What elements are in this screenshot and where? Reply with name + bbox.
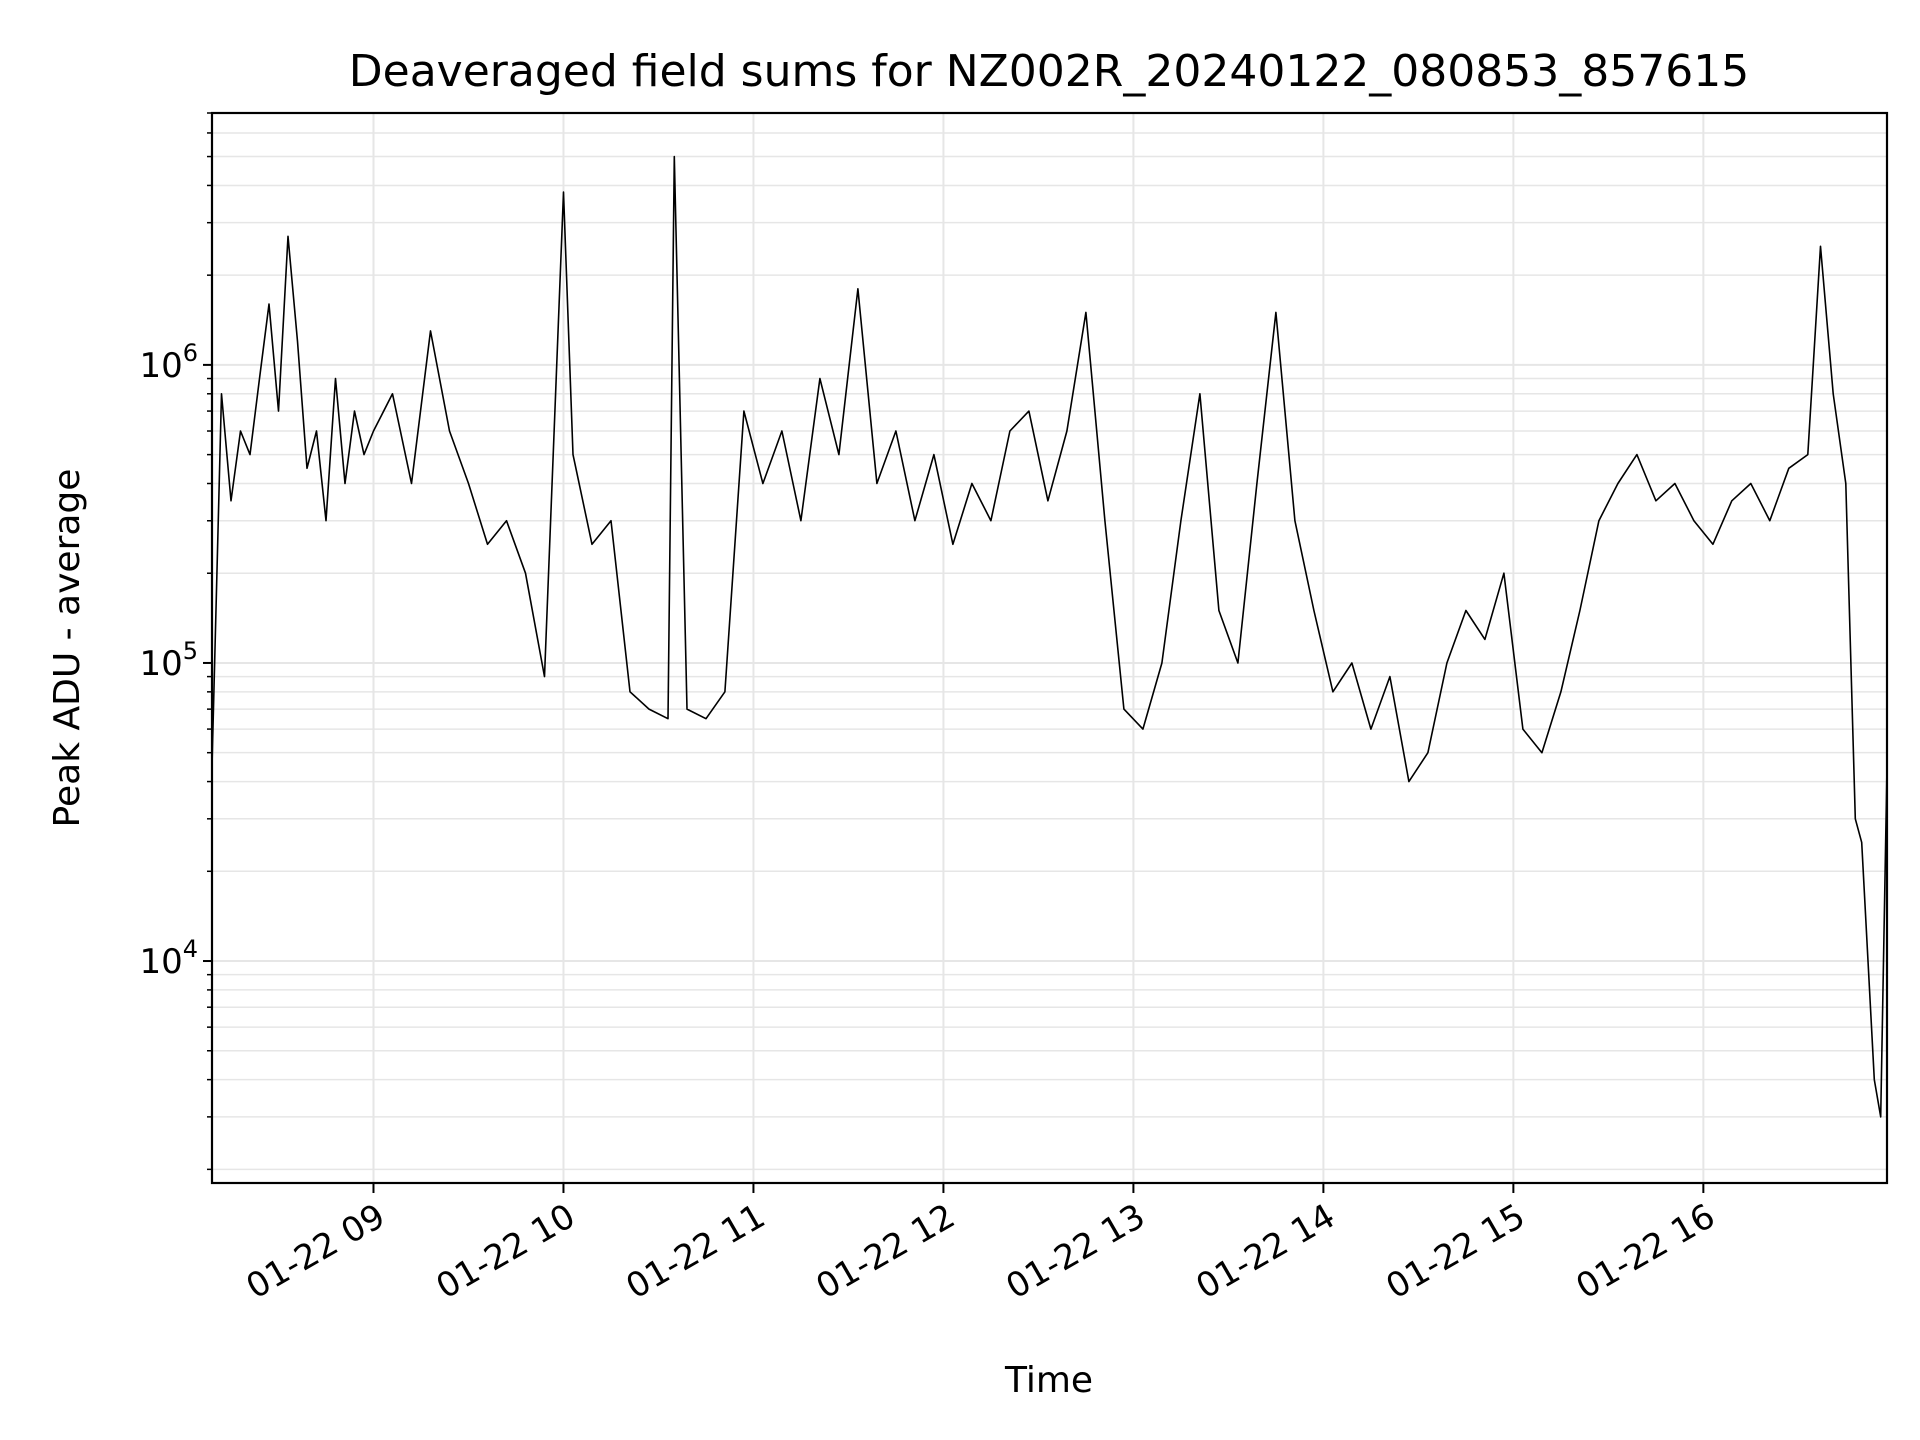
y-tick-label: 105 <box>139 637 198 684</box>
x-axis-label: Time <box>1004 1360 1093 1401</box>
axes-frame <box>210 111 1889 1185</box>
chart-title: Deaveraged field sums for NZ002R_2024012… <box>349 46 1749 97</box>
y-axis-label: Peak ADU - average <box>47 469 88 828</box>
series-line-0 <box>211 155 1888 1118</box>
major-gridlines <box>212 113 1887 1183</box>
y-tick-label: 106 <box>139 339 198 386</box>
plot-area <box>211 155 1888 1118</box>
minor-gridlines <box>212 112 1887 1171</box>
y-tick-label: 104 <box>139 935 198 982</box>
